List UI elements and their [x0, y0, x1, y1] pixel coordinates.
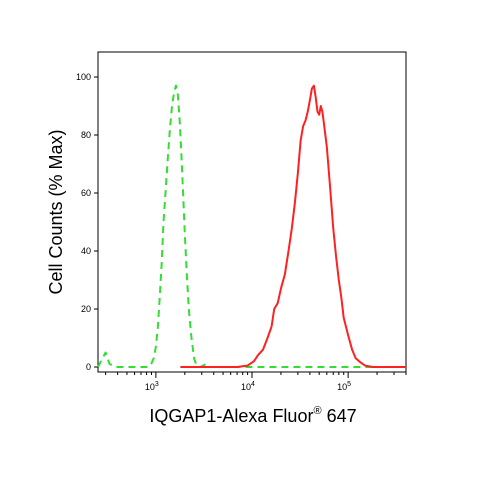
y-tick-label: 0 [86, 362, 91, 372]
plot-frame [97, 51, 407, 373]
x-axis-title-sup: ® [313, 405, 321, 417]
x-tick-label: 104 [241, 381, 255, 392]
series-line-2 [180, 84, 406, 368]
y-tick-label: 40 [81, 246, 91, 256]
x-axis-title-tail: 647 [322, 406, 357, 426]
y-axis: 0 20 40 60 80 100 [76, 72, 98, 372]
x-tick-label: 105 [337, 381, 351, 392]
x-axis-title: IQGAP1-Alexa Fluor® 647 [149, 405, 356, 426]
y-tick-label: 20 [81, 304, 91, 314]
series-line-1 [97, 84, 406, 368]
x-axis: 103 104 105 [105, 372, 407, 392]
y-axis-title: Cell Counts (% Max) [46, 129, 66, 294]
x-tick-label: 103 [145, 381, 159, 392]
x-axis-title-main: IQGAP1-Alexa Fluor [149, 406, 313, 426]
y-tick-label: 60 [81, 188, 91, 198]
series-layer [97, 84, 406, 368]
y-tick-label: 100 [76, 72, 91, 82]
y-tick-label: 80 [81, 130, 91, 140]
